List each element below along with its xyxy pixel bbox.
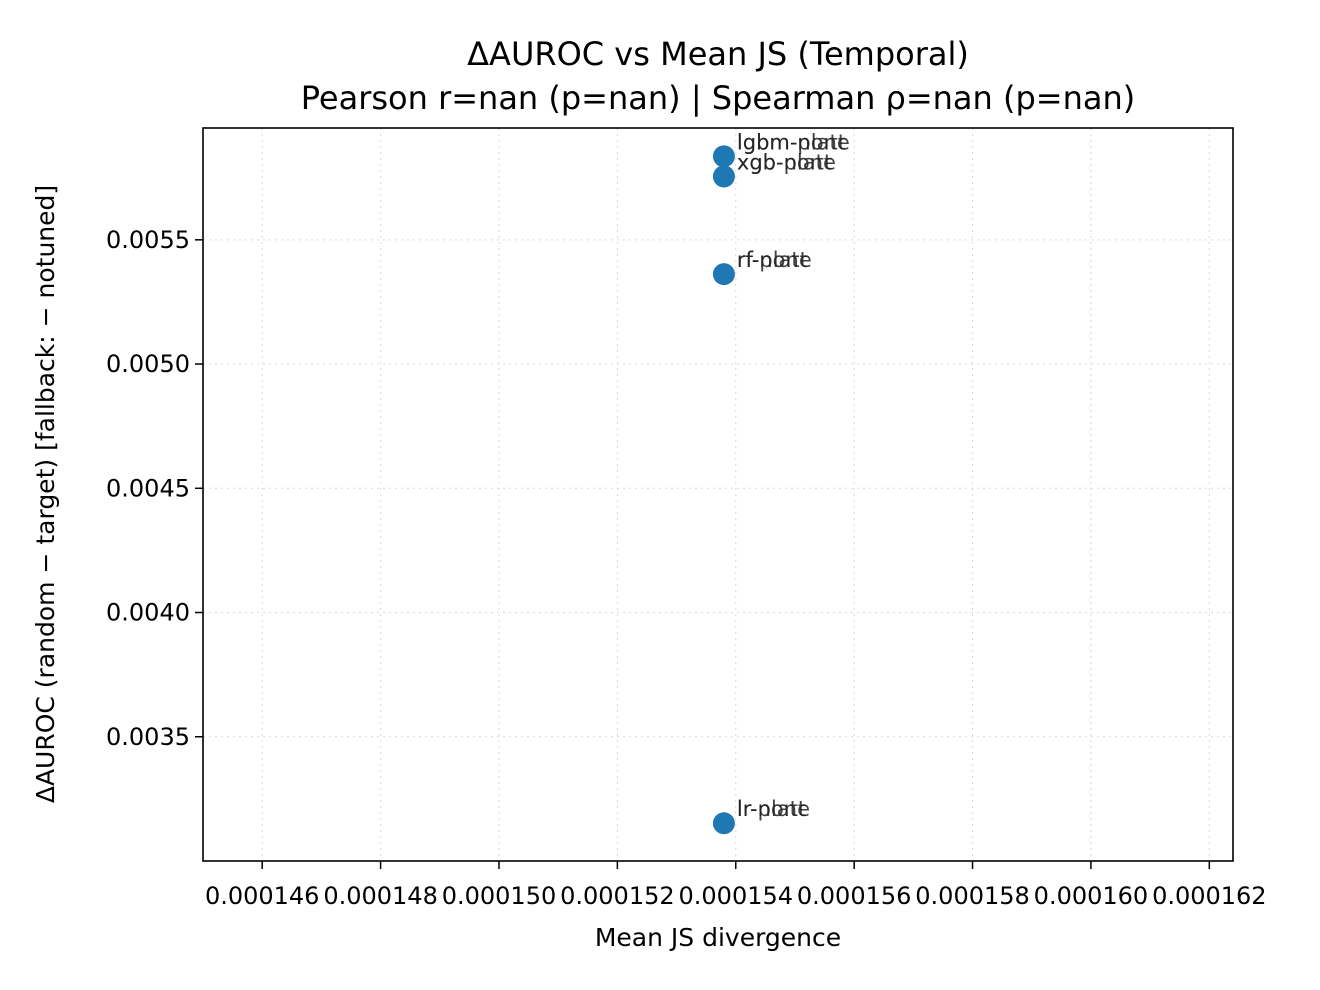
point-label: lr-platt — [737, 797, 806, 821]
y-tick-label: 0.0045 — [106, 474, 190, 502]
x-tick-label: 0.000148 — [323, 882, 438, 910]
y-tick-label: 0.0040 — [106, 599, 190, 627]
chart-subtitle: Pearson r=nan (p=nan) | Spearman ρ=nan (… — [301, 79, 1136, 117]
point-label: xgb-platt — [737, 150, 832, 174]
y-axis-ticks: 0.0035 0.0040 0.0045 0.0050 0.0055 — [106, 226, 203, 751]
point-label-overlay: lr-none — [737, 797, 810, 821]
grid-lines — [203, 128, 1233, 861]
y-axis-label: ΔAUROC (random − target) [fallback: − no… — [31, 185, 60, 803]
point-label-overlay: rf-none — [737, 248, 812, 272]
point-label-overlay: lgbm-none — [737, 130, 850, 154]
x-tick-label: 0.000146 — [205, 882, 320, 910]
x-axis-label: Mean JS divergence — [595, 923, 841, 952]
point-label-overlay: xgb-none — [737, 150, 836, 174]
y-tick-label: 0.0035 — [106, 723, 190, 751]
y-tick-label: 0.0055 — [106, 226, 190, 254]
x-tick-label: 0.000154 — [679, 882, 794, 910]
data-point — [712, 165, 735, 188]
point-label: lgbm-platt — [737, 130, 846, 154]
x-tick-label: 0.000150 — [442, 882, 557, 910]
x-axis-ticks: 0.000146 0.000148 0.000150 0.000152 0.000154… — [205, 861, 1267, 910]
x-tick-label: 0.000152 — [560, 882, 675, 910]
data-point — [712, 263, 735, 286]
x-tick-label: 0.000156 — [797, 882, 912, 910]
x-tick-label: 0.000162 — [1152, 882, 1267, 910]
x-tick-label: 0.000160 — [1034, 882, 1149, 910]
data-point — [712, 145, 735, 168]
data-point — [712, 812, 735, 835]
y-tick-label: 0.0050 — [106, 350, 190, 378]
plot-frame — [202, 127, 1234, 862]
x-tick-label: 0.000158 — [915, 882, 1030, 910]
point-label: rf-platt — [737, 248, 808, 272]
chart-title: ΔAUROC vs Mean JS (Temporal) — [467, 35, 969, 73]
